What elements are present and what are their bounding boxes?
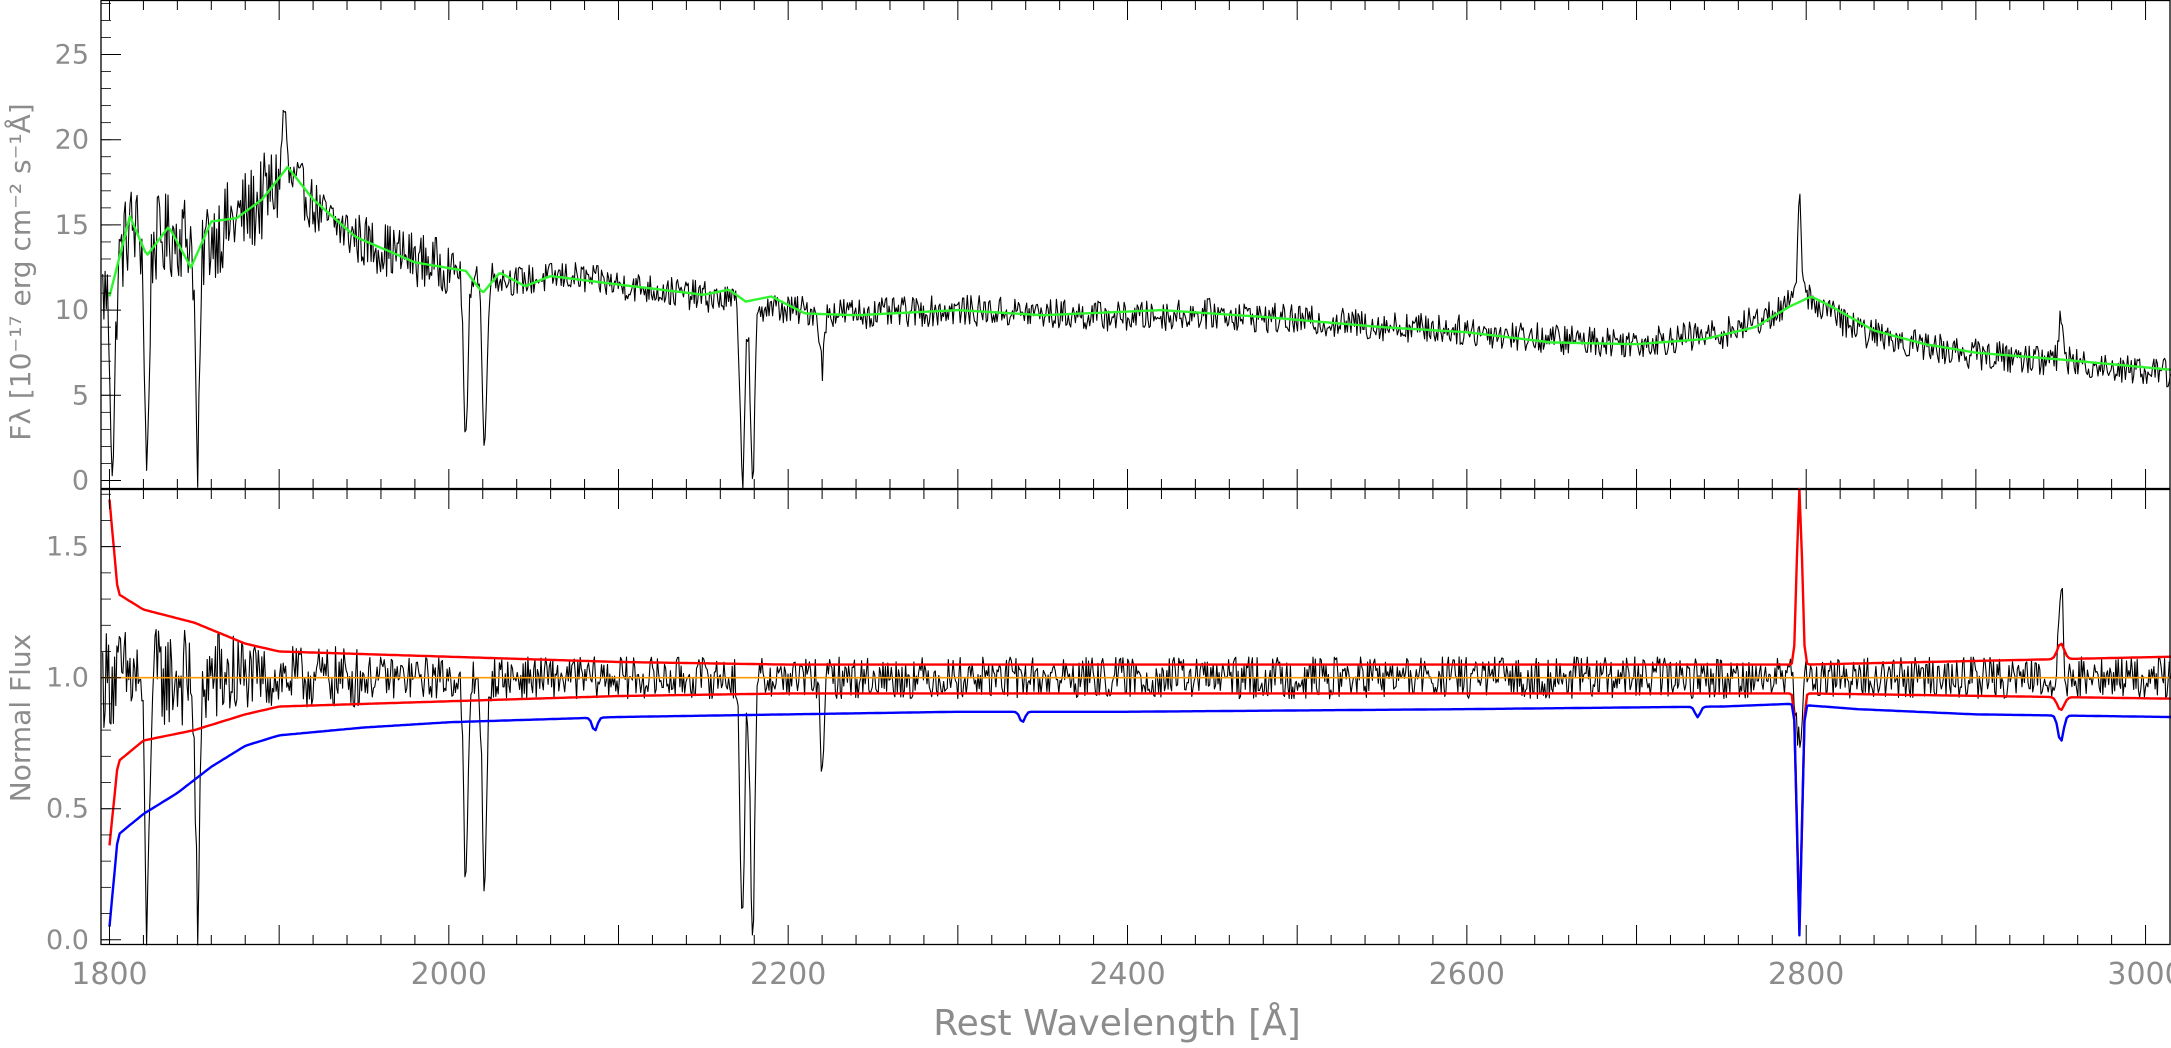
series-normalized-spectrum xyxy=(102,587,2171,946)
x-tick-label: 2200 xyxy=(750,957,826,992)
y-tick-label: 1.0 xyxy=(46,663,89,694)
plot-frame xyxy=(100,488,2171,946)
bottom-panel-normalized: 0.0 0.5 1.0 1.5 1800 2000 2200 2400 2600 2800 3000… xyxy=(4,487,2171,992)
plot-frame xyxy=(100,0,2171,490)
y-tick-label: 15 xyxy=(55,210,89,241)
series-continuum-fit xyxy=(108,165,2171,371)
x-tick-label: 1800 xyxy=(71,957,147,992)
top-panel-data xyxy=(102,109,2171,490)
bottom-panel-data xyxy=(101,487,2171,946)
bottom-panel-axes: 0.0 0.5 1.0 1.5 1800 2000 2200 2400 2600 2800 3000 xyxy=(46,488,2171,992)
y-tick-label: 0 xyxy=(72,465,89,496)
series-lower-envelope xyxy=(108,702,2171,937)
x-tick-label: 3000 xyxy=(2107,957,2171,992)
y-tick-label: 25 xyxy=(55,40,89,71)
series-noisy-spectrum xyxy=(102,109,2171,490)
top-panel-flux: 0 5 10 15 20 25 Fλ [10⁻¹⁷ erg cm⁻² s⁻¹Å] xyxy=(3,0,2171,496)
y-tick-label: 20 xyxy=(55,125,89,156)
y-tick-label: 0.5 xyxy=(46,794,89,825)
series-lower-error xyxy=(108,692,2171,931)
y-tick-label: 0.0 xyxy=(46,925,89,956)
y-tick-label: 5 xyxy=(72,380,89,411)
x-tick-label: 2400 xyxy=(1089,957,1165,992)
x-axis-label: Rest Wavelength [Å] xyxy=(933,1001,1301,1044)
bottom-y-axis-label: Normal Flux xyxy=(4,634,37,802)
top-y-axis-label: Fλ [10⁻¹⁷ erg cm⁻² s⁻¹Å] xyxy=(3,103,37,440)
x-tick-label: 2600 xyxy=(1429,957,1505,992)
y-tick-label: 1.5 xyxy=(46,532,89,563)
x-tick-label: 2800 xyxy=(1768,957,1844,992)
x-tick-label: 2000 xyxy=(411,957,487,992)
y-tick-label: 10 xyxy=(55,295,89,326)
series-upper-error xyxy=(108,487,2171,666)
top-panel-axes: 0 5 10 15 20 25 xyxy=(55,0,2171,496)
